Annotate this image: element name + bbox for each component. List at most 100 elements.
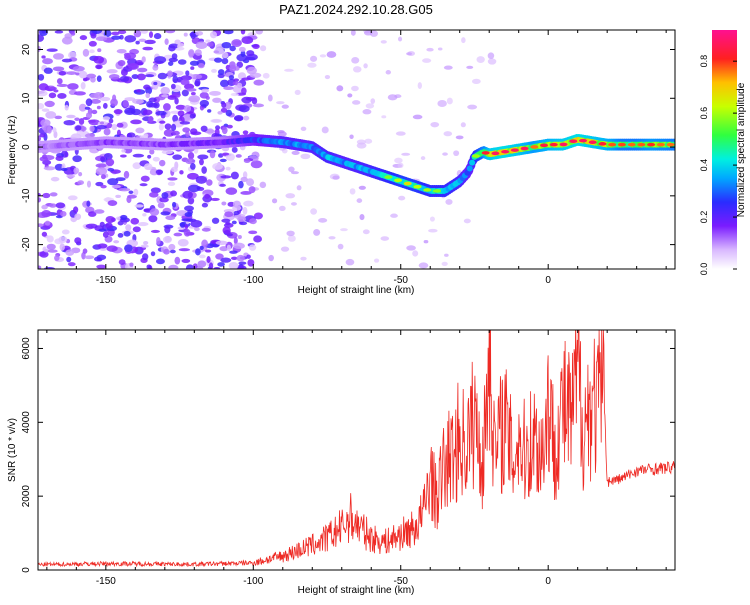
heatmap-cell (445, 199, 453, 205)
heatmap-cell (349, 188, 356, 195)
heatmap-cell (444, 253, 449, 257)
heatmap-cell (90, 32, 97, 39)
heatmap-cell (336, 85, 344, 92)
spectrogram-ytick-label: 10 (21, 92, 32, 104)
heatmap-cell (197, 63, 205, 69)
heatmap-cell (246, 66, 257, 75)
heatmap-cell (162, 236, 172, 244)
heatmap-cell (172, 114, 179, 123)
heatmap-cell (115, 177, 126, 182)
heatmap-cell (110, 98, 118, 107)
heatmap-cell (190, 31, 196, 40)
heatmap-cell (155, 110, 167, 116)
heatmap-cell (461, 37, 466, 44)
heatmap-cell (106, 69, 118, 74)
heatmap-cell (179, 170, 184, 175)
heatmap-cell (231, 220, 237, 225)
snr-xtick-label: -50 (394, 576, 409, 587)
heatmap-cell (455, 135, 464, 140)
heatmap-cell (75, 125, 82, 131)
heatmap-cell (156, 236, 161, 245)
heatmap-cell (206, 179, 213, 186)
heatmap-cell (319, 54, 327, 58)
heatmap-cell (86, 200, 91, 207)
heatmap-cell (148, 31, 154, 38)
heatmap-cell (170, 83, 176, 90)
heatmap-cell (204, 249, 212, 253)
heatmap-cell (142, 253, 149, 261)
heatmap-cell (52, 127, 57, 133)
ridge-peak (647, 142, 656, 147)
heatmap-cell (223, 86, 234, 91)
heatmap-cell (225, 166, 231, 171)
heatmap-cell (95, 167, 108, 176)
heatmap-cell (281, 104, 289, 109)
heatmap-cell (187, 197, 195, 205)
heatmap-cell (161, 192, 169, 199)
heatmap-cell (284, 68, 294, 72)
heatmap-cell (398, 195, 406, 201)
heatmap-cell (91, 109, 98, 115)
heatmap-cell (406, 245, 416, 251)
heatmap-cell (294, 89, 301, 96)
spectrogram-ytick-label: -10 (21, 188, 32, 203)
heatmap-cell (97, 48, 102, 53)
heatmap-cell (44, 220, 51, 226)
ridge-peak (540, 143, 549, 148)
snr-axes: -150 -100 -50 0 0 2000 4000 6000 (21, 330, 675, 587)
heatmap-cell (107, 200, 118, 207)
heatmap-cell (39, 156, 49, 162)
heatmap-cell (221, 41, 232, 49)
heatmap-cell (99, 121, 105, 125)
heatmap-cell (278, 205, 286, 212)
heatmap-cell (72, 65, 85, 72)
heatmap-cell (95, 163, 107, 168)
heatmap-cell (380, 40, 387, 44)
ridge-cell (469, 159, 476, 166)
heatmap-cell (228, 261, 239, 269)
heatmap-cell (105, 222, 113, 229)
heatmap-cell (262, 72, 270, 79)
heatmap-cell (116, 122, 124, 128)
heatmap-cell (268, 254, 274, 262)
heatmap-cell (178, 248, 191, 252)
heatmap-cell (362, 109, 372, 115)
heatmap-cell (185, 70, 190, 76)
heatmap-cell (38, 34, 45, 42)
heatmap-cell (190, 92, 196, 96)
heatmap-cell (157, 202, 165, 209)
heatmap-cell (351, 85, 359, 92)
heatmap-cell (66, 174, 76, 178)
heatmap-cell (420, 156, 426, 161)
heatmap-cell (39, 30, 48, 36)
heatmap-cell (381, 115, 387, 119)
heatmap-cell (168, 61, 174, 66)
heatmap-cell (224, 211, 234, 218)
heatmap-cell (237, 216, 247, 222)
heatmap-cell (116, 48, 127, 54)
heatmap-cell (74, 117, 80, 122)
heatmap-cell (194, 78, 201, 87)
heatmap-cell (148, 215, 158, 223)
heatmap-cell (170, 123, 177, 132)
heatmap-cell (174, 256, 181, 265)
heatmap-cell (105, 158, 115, 167)
heatmap-cell (173, 232, 183, 237)
heatmap-cell (181, 258, 191, 263)
heatmap-cell (38, 135, 42, 142)
heatmap-cell (66, 71, 78, 75)
heatmap-cell (290, 171, 300, 175)
colorbar-tick-label: 0.8 (699, 55, 709, 68)
heatmap-cell (332, 175, 340, 180)
heatmap-cell (38, 73, 45, 81)
heatmap-cell (340, 228, 348, 232)
heatmap-cell (122, 100, 129, 108)
heatmap-cell (177, 238, 189, 247)
heatmap-cell (96, 258, 103, 262)
heatmap-cell (77, 180, 84, 185)
heatmap-cell (195, 248, 201, 256)
heatmap-cell (394, 157, 403, 164)
heatmap-cell (242, 171, 248, 179)
heatmap-cell (38, 223, 44, 228)
heatmap-cell (205, 39, 211, 43)
